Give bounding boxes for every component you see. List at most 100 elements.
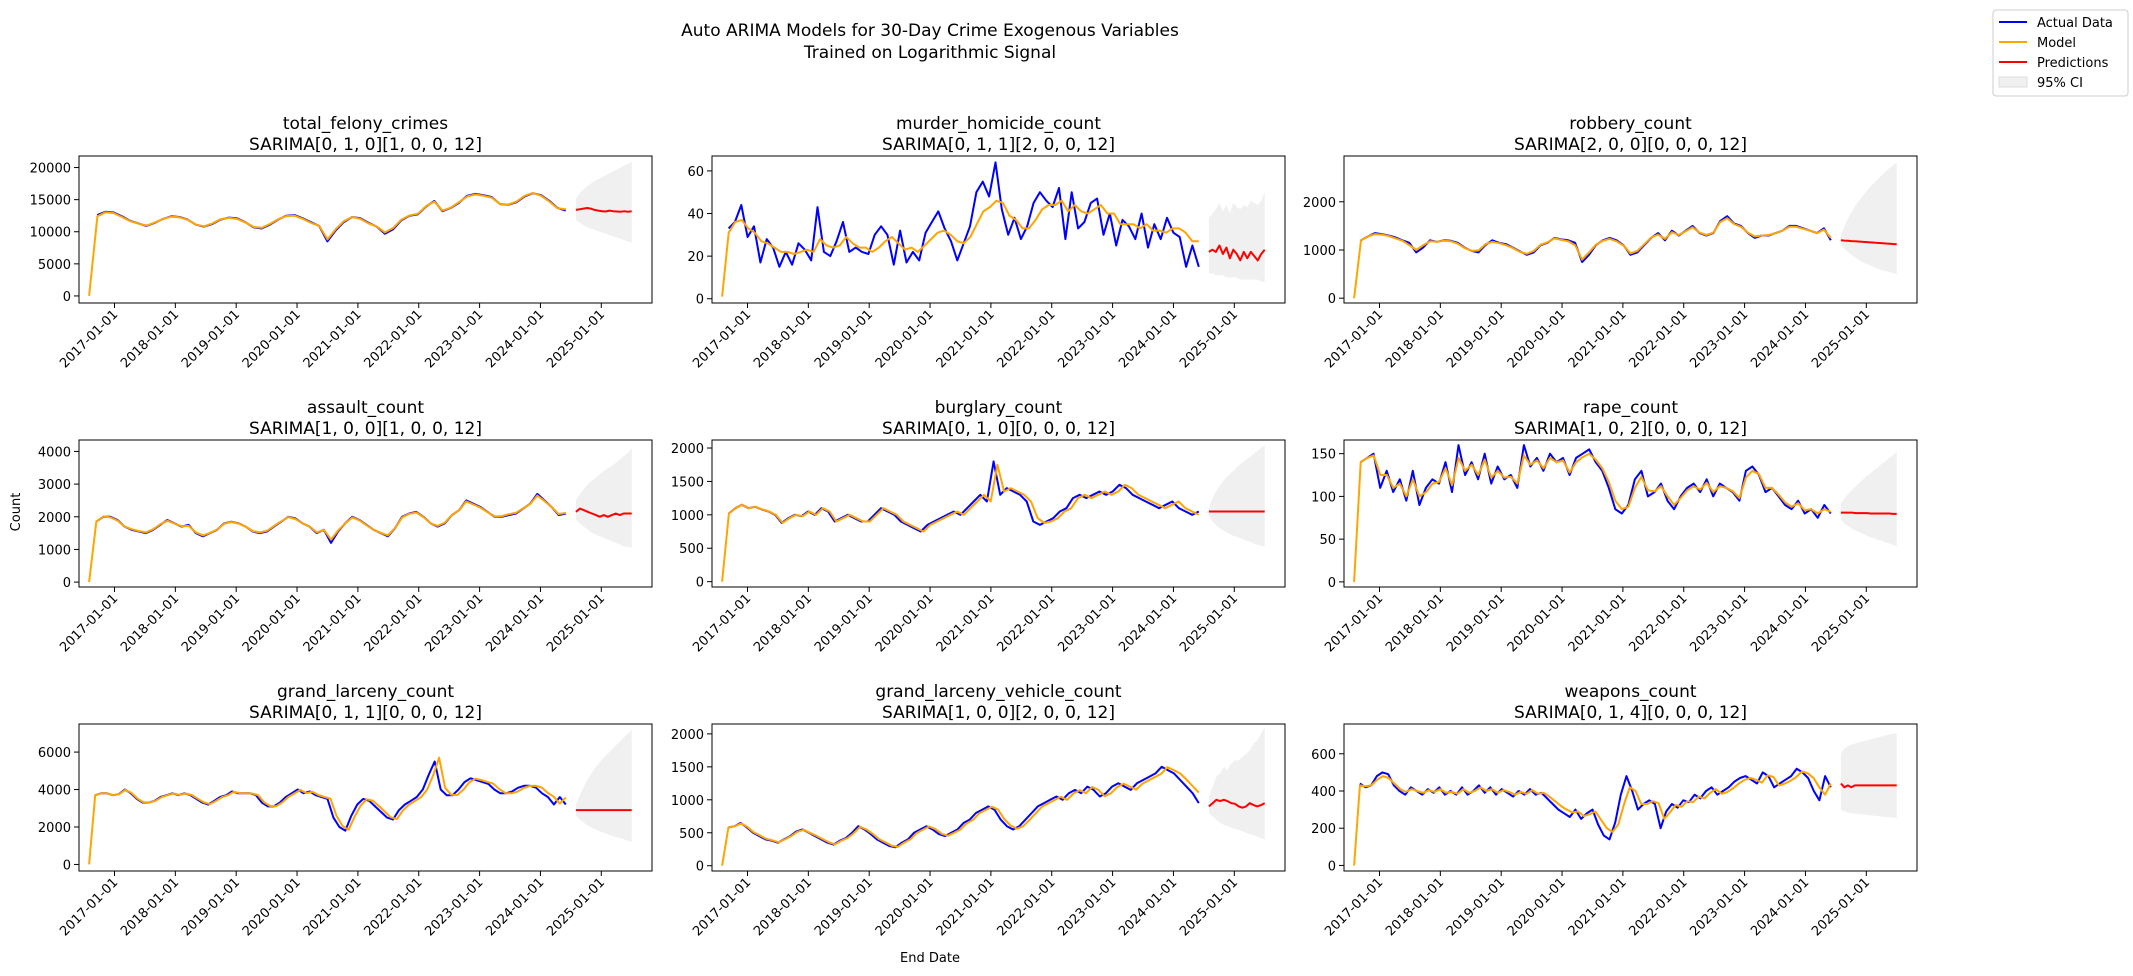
ci-band: [1840, 733, 1897, 818]
y-tick-label: 150: [1311, 448, 1336, 463]
legend-entry-model: Model: [1999, 36, 2076, 51]
y-tick-label: 15000: [30, 194, 71, 209]
y-tick-label: 2000: [671, 442, 704, 457]
actual-data-line: [1360, 444, 1832, 519]
subplot-model-spec: SARIMA[0, 1, 0][0, 0, 0, 12]: [882, 419, 1115, 439]
axes-frame: [711, 155, 1286, 304]
model-line: [88, 494, 566, 583]
legend-frame: [1992, 9, 2129, 97]
model-line: [88, 756, 567, 865]
y-tick-label: 40: [687, 208, 704, 223]
y-tick-label: 60: [687, 165, 704, 180]
model-line: [1353, 770, 1832, 866]
y-tick-label: 600: [1311, 748, 1336, 763]
figure-suptitle-line1: Auto ARIMA Models for 30-Day Crime Exoge…: [681, 21, 1179, 41]
legend-entry-actual: Actual Data: [1999, 16, 2113, 31]
y-tick-label: 2000: [38, 511, 71, 526]
y-tick-label: 0: [1328, 859, 1336, 874]
subplot-model-spec: SARIMA[0, 1, 4][0, 0, 0, 12]: [1514, 703, 1747, 723]
subplot-model-spec: SARIMA[2, 0, 0][0, 0, 0, 12]: [1514, 135, 1747, 155]
ci-band: [1208, 727, 1265, 840]
legend-label-actual: Actual Data: [2037, 16, 2113, 31]
axes-frame: [1343, 723, 1918, 872]
y-tick-label: 0: [696, 293, 704, 308]
y-tick-label: 3000: [38, 478, 71, 493]
y-tick-label: 0: [63, 576, 71, 591]
subplot-title: weapons_count: [1564, 682, 1696, 702]
y-tick-label: 6000: [38, 746, 71, 761]
legend-label-predictions: Predictions: [2037, 56, 2109, 71]
model-line: [721, 766, 1200, 866]
y-tick-label: 1000: [1303, 244, 1336, 259]
axes-frame: [1343, 155, 1918, 304]
subplot-title: grand_larceny_vehicle_count: [875, 682, 1122, 702]
predictions-line: [1208, 798, 1266, 809]
subplot-title: rape_count: [1583, 398, 1678, 418]
subplot-model-spec: SARIMA[1, 0, 0][2, 0, 0, 12]: [882, 703, 1115, 723]
axes-frame: [78, 439, 653, 588]
ci-band: [1840, 162, 1897, 275]
legend-entry-ci: 95% CI: [1998, 76, 2083, 91]
y-tick-label: 1000: [38, 543, 71, 558]
axes-frame: [78, 723, 653, 872]
y-tick-label: 500: [679, 542, 704, 557]
y-tick-label: 4000: [38, 445, 71, 460]
y-tick-label: 0: [1328, 292, 1336, 307]
predictions-line: [575, 507, 632, 518]
y-tick-label: 50: [1319, 533, 1336, 548]
ci-band: [575, 729, 632, 842]
subplot-model-spec: SARIMA[1, 0, 2][0, 0, 0, 12]: [1514, 419, 1747, 439]
legend: Actual Data Model Predictions 95% CI: [1992, 9, 2129, 97]
subplot-title: robbery_count: [1569, 114, 1692, 134]
subplot-title: murder_homicide_count: [896, 114, 1101, 134]
subplot-model-spec: SARIMA[0, 1, 1][2, 0, 0, 12]: [882, 135, 1115, 155]
ci-band: [575, 448, 632, 548]
legend-label-ci: 95% CI: [2037, 76, 2083, 91]
y-tick-label: 20000: [30, 162, 71, 177]
y-tick-label: 0: [63, 290, 71, 305]
y-tick-label: 5000: [38, 258, 71, 273]
y-tick-label: 0: [696, 576, 704, 591]
axes-frame: [1343, 439, 1918, 588]
y-tick-label: 200: [1311, 822, 1336, 837]
y-tick-label: 1500: [671, 761, 704, 776]
subplot-title: grand_larceny_count: [277, 682, 454, 702]
subplot-model-spec: SARIMA[1, 0, 0][1, 0, 0, 12]: [249, 419, 482, 439]
y-tick-label: 0: [63, 858, 71, 873]
ci-band: [1208, 192, 1265, 282]
legend-label-model: Model: [2037, 36, 2076, 51]
legend-entry-predictions: Predictions: [1999, 56, 2109, 71]
predictions-line: [1840, 511, 1897, 515]
predictions-line: [575, 207, 632, 213]
y-tick-label: 2000: [671, 728, 704, 743]
model-line: [721, 199, 1199, 297]
predictions-line: [1208, 244, 1266, 262]
y-tick-label: 2000: [1303, 196, 1336, 211]
model-line: [1353, 217, 1832, 299]
axes-frame: [711, 723, 1286, 872]
y-tick-label: 500: [679, 827, 704, 842]
subplot-title: assault_count: [307, 398, 425, 418]
y-tick-label: 0: [1328, 576, 1336, 591]
subplot-model-spec: SARIMA[0, 1, 1][0, 0, 0, 12]: [249, 703, 482, 723]
actual-data-line: [1359, 767, 1832, 841]
axes-frame: [78, 155, 653, 304]
subplot-model-spec: SARIMA[0, 1, 0][1, 0, 0, 12]: [249, 135, 482, 155]
y-tick-label: 0: [696, 860, 704, 875]
model-line: [1353, 452, 1832, 582]
predictions-line: [1840, 239, 1897, 246]
x-axis-label: End Date: [900, 951, 960, 966]
y-tick-label: 4000: [38, 784, 71, 799]
y-tick-label: 400: [1311, 785, 1336, 800]
y-tick-label: 10000: [30, 226, 71, 241]
y-tick-label: 1500: [671, 475, 704, 490]
y-tick-label: 2000: [38, 821, 71, 836]
y-tick-label: 20: [687, 250, 704, 265]
y-axis-label: Count: [9, 493, 24, 532]
figure-suptitle-line2: Trained on Logarithmic Signal: [803, 43, 1056, 63]
ci-band: [1208, 445, 1265, 547]
legend-swatch-ci: [1998, 76, 2028, 88]
model-line: [721, 463, 1200, 582]
y-tick-label: 100: [1311, 490, 1336, 505]
